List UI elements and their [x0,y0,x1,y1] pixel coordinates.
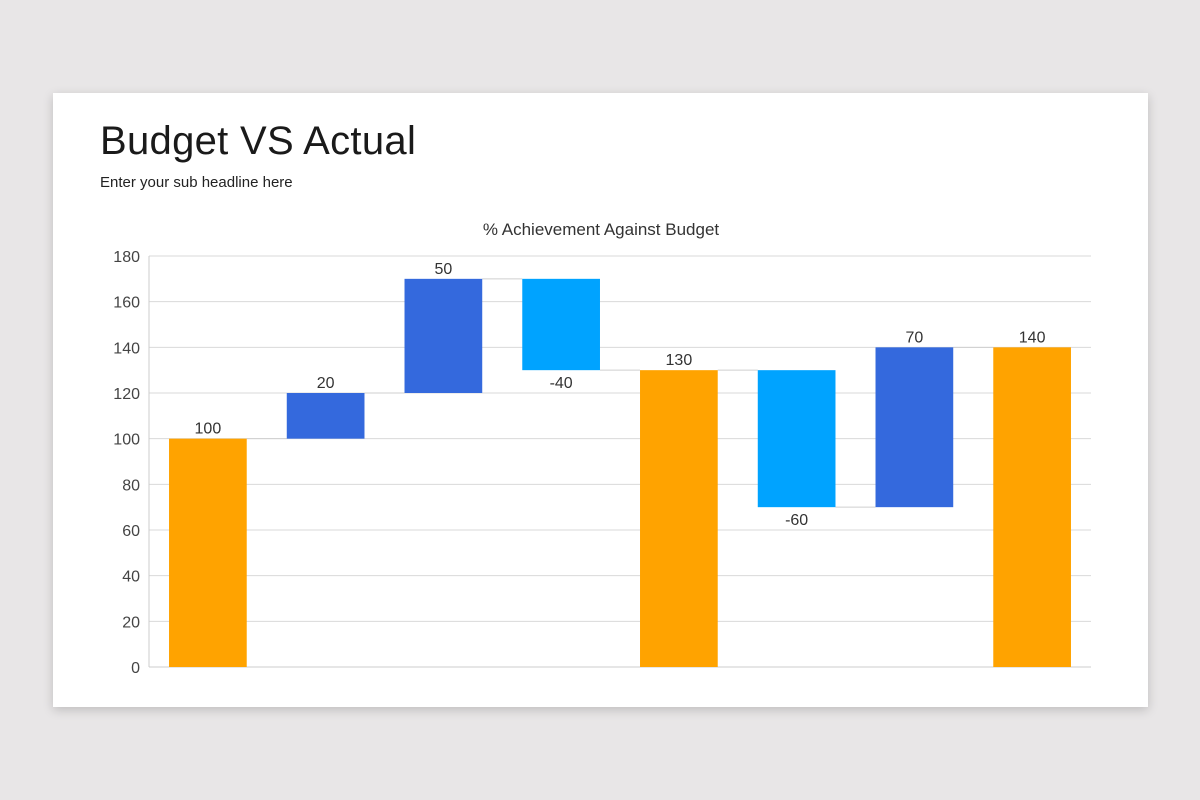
chart-title: % Achievement Against Budget [483,220,720,239]
bar-total [169,438,247,667]
slide-title: Budget VS Actual [100,119,417,163]
data-labels: 100 20 50 -40 130 -60 70 140 [195,261,1046,529]
y-tick-label: 120 [113,386,140,403]
bar-total [993,347,1071,667]
bar-decrease [757,370,836,508]
data-label: 140 [1019,329,1046,346]
slide-subtitle: Enter your sub headline here [100,174,293,191]
data-label: 20 [317,375,335,392]
y-tick-label: 40 [122,569,140,586]
data-label: -40 [550,375,573,392]
data-label: 50 [434,261,452,278]
data-label: -60 [785,512,808,529]
bar-total [640,370,718,667]
slide-card: Budget VS Actual Enter your sub headline… [53,93,1148,707]
y-tick-label: 140 [113,340,140,357]
data-label: 70 [905,329,923,346]
y-tick-label: 180 [113,249,140,266]
y-tick-label: 160 [113,295,140,312]
waterfall-chart: % Achievement Against Budget 0 20 40 60 80 10… [113,220,1091,677]
bar-increase [875,347,954,508]
y-axis-ticks: 0 20 40 60 80 100 120 140 160 180 [113,249,140,677]
y-tick-label: 60 [122,523,140,540]
y-tick-label: 80 [122,477,140,494]
data-label: 100 [195,421,222,438]
bar-decrease [522,278,600,371]
bar-increase [404,278,483,393]
connector-lines [246,278,994,508]
y-tick-label: 20 [122,614,140,631]
bar-increase [286,393,365,439]
y-tick-label: 0 [131,660,140,677]
bars [169,278,1071,667]
data-label: 130 [666,352,693,369]
y-tick-label: 100 [113,432,140,449]
